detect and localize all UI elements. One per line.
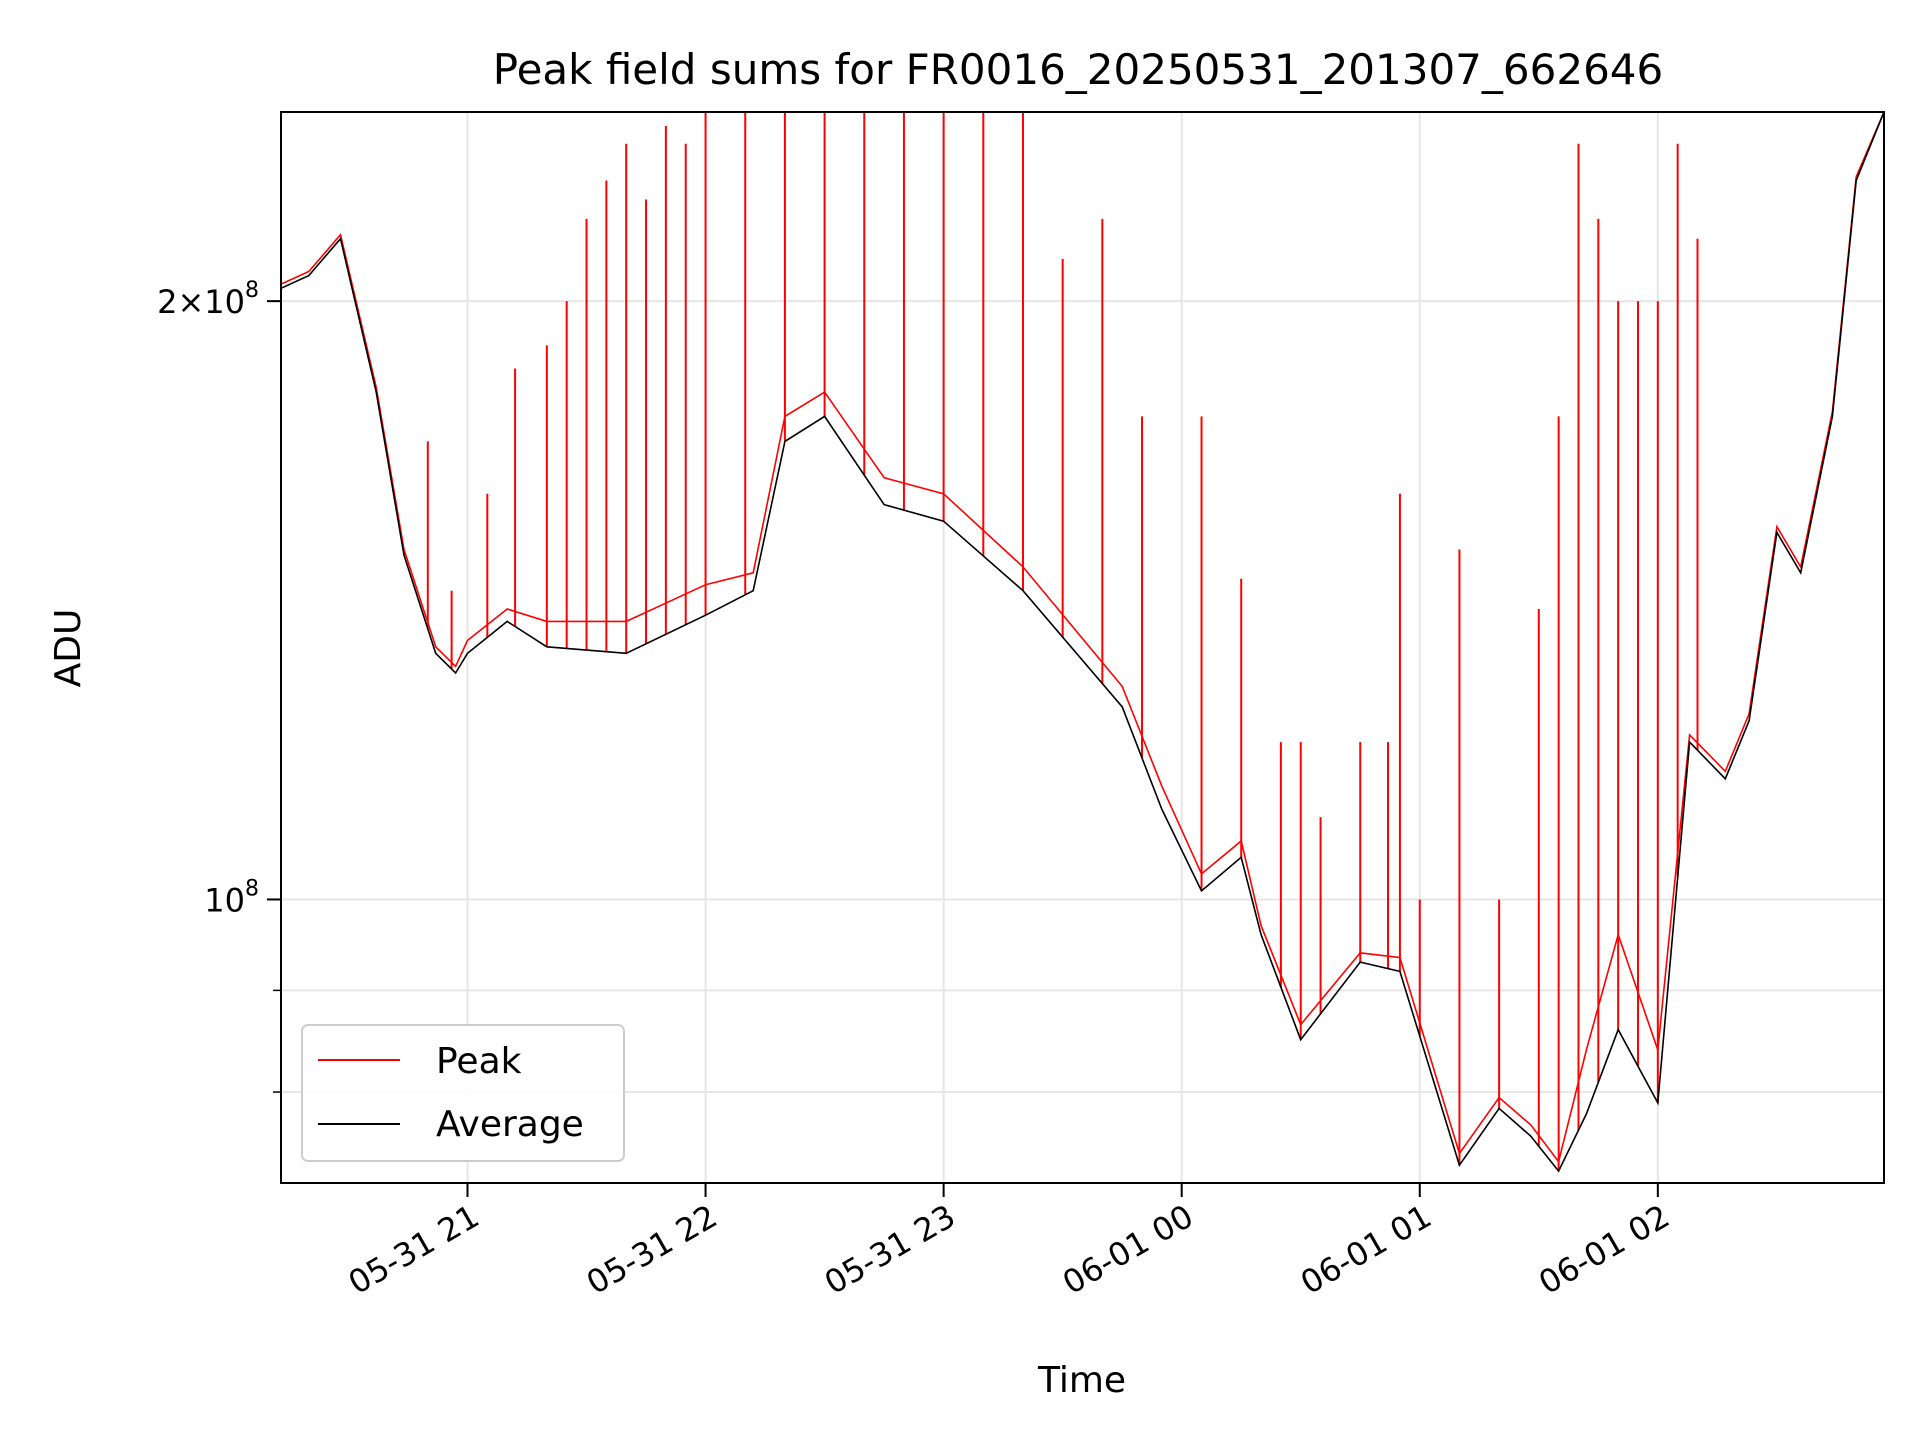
plot-frame	[280, 111, 1885, 1184]
legend: Peak Average	[301, 1024, 625, 1162]
legend-peak-label: Peak	[436, 1041, 522, 1082]
y-axis-label: ADU	[48, 609, 89, 688]
x-axis-label: Time	[1037, 1360, 1126, 1401]
legend-average-label: Average	[436, 1104, 584, 1145]
peak-spikes	[426, 112, 1699, 1172]
y-tick-label: 2×108	[157, 278, 259, 321]
y-tick-label: 108	[204, 876, 259, 919]
y-axis-ticks: 108 2×108	[157, 278, 281, 1093]
average-series-line	[280, 111, 1885, 1173]
plot-area	[280, 111, 1885, 1173]
chart-title: Peak field sums for FR0016_20250531_2013…	[493, 45, 1663, 94]
